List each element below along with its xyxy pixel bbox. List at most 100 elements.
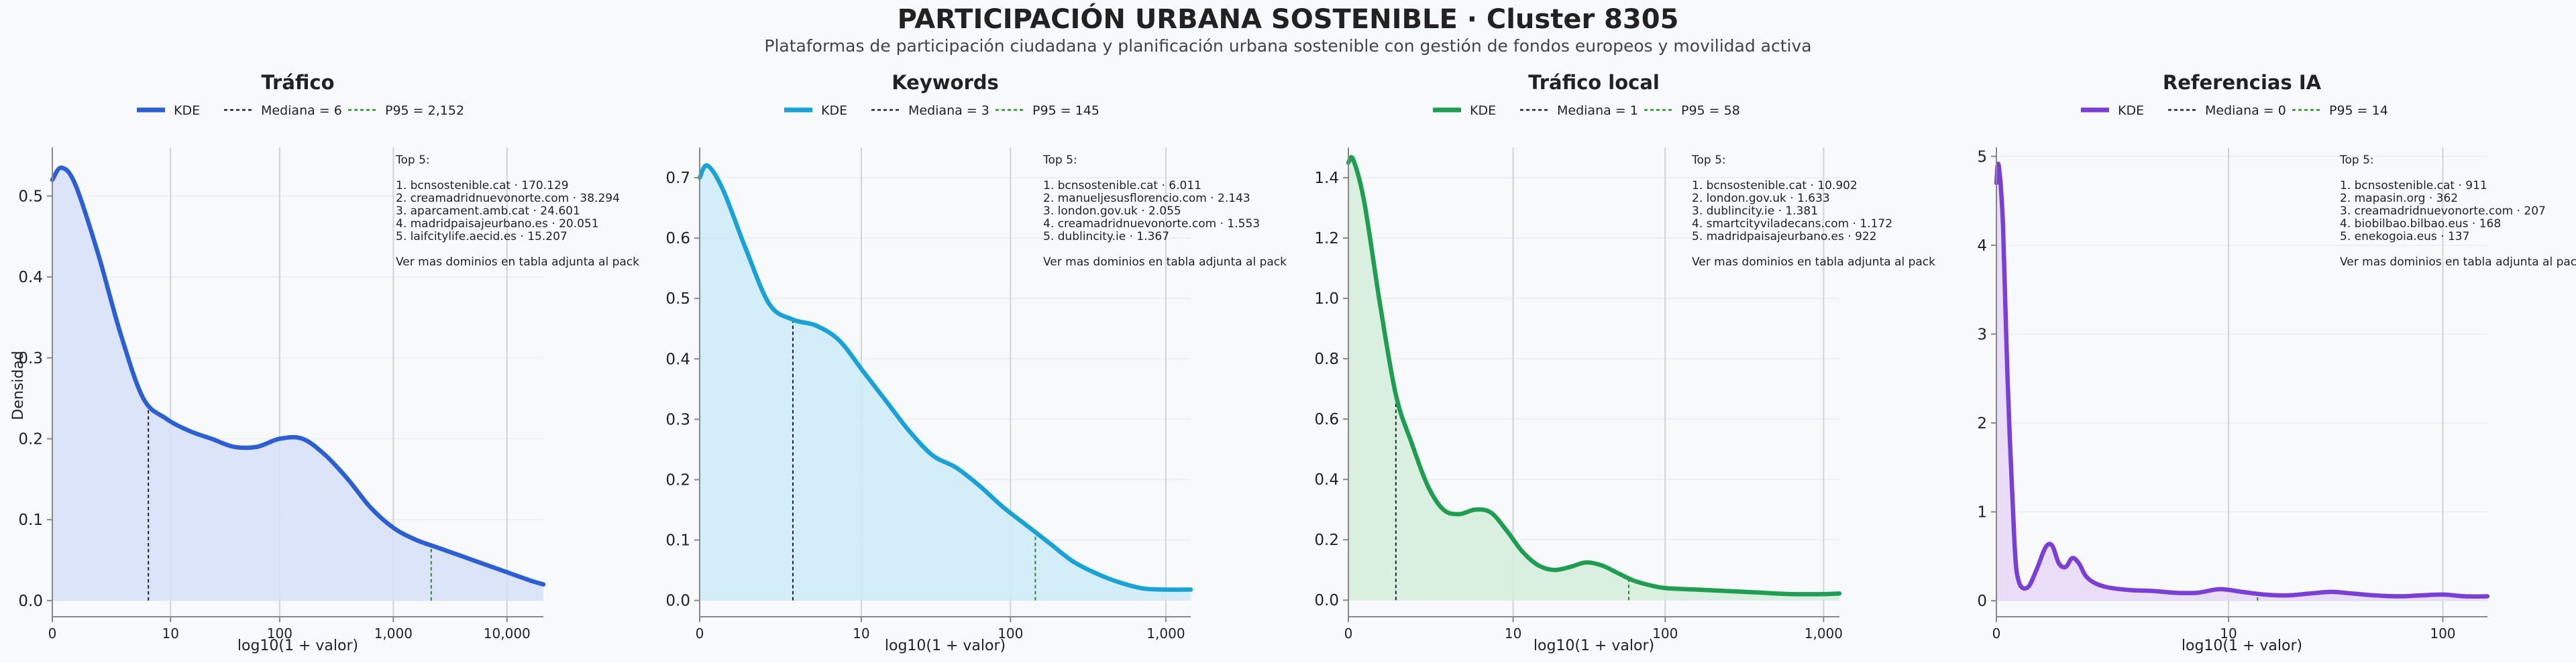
y-tick-label: 0.4 bbox=[665, 351, 690, 368]
panel-title: Tráfico bbox=[261, 71, 334, 94]
x-tick-label: 10 bbox=[162, 625, 178, 642]
x-tick-label: 100 bbox=[2430, 625, 2455, 642]
panel-title: Referencias IA bbox=[2163, 71, 2322, 94]
y-tick-label: 0.5 bbox=[665, 290, 690, 308]
legend-median-label: Mediana = 3 bbox=[908, 103, 989, 118]
x-tick-label: 10 bbox=[1505, 625, 1521, 642]
y-tick-label: 0.6 bbox=[1314, 411, 1339, 428]
kde-curve bbox=[1346, 155, 1842, 597]
top5-item: 2. mapasin.org · 362 bbox=[2340, 192, 2458, 205]
y-tick-label: 0.5 bbox=[18, 188, 43, 205]
y-tick-label: 0.0 bbox=[18, 593, 43, 610]
top5-item: 3. london.gov.uk · 2.055 bbox=[1043, 204, 1181, 218]
y-tick-label: 0.6 bbox=[665, 230, 690, 247]
top5-note: Ver mas dominios en tabla adjunta al pac… bbox=[1692, 255, 1935, 269]
x-tick-label: 0 bbox=[696, 625, 704, 642]
x-axis-label: log10(1 + valor) bbox=[885, 638, 1006, 654]
top5-item: 5. madridpaisajeurbano.es · 922 bbox=[1692, 230, 1877, 243]
x-tick-label: 0 bbox=[1992, 625, 2001, 642]
y-tick-label: 1.4 bbox=[1314, 170, 1339, 187]
top5-item: 5. dublincity.ie · 1.367 bbox=[1043, 230, 1169, 243]
figure-title: PARTICIPACIÓN URBANA SOSTENIBLE · Cluste… bbox=[897, 4, 1679, 35]
y-tick-label: 0 bbox=[1977, 593, 1987, 610]
kde-curve bbox=[697, 163, 1193, 592]
y-tick-label: 0.8 bbox=[1314, 351, 1339, 368]
legend-median-label: Mediana = 1 bbox=[1557, 103, 1638, 118]
legend-median-label: Mediana = 6 bbox=[261, 103, 342, 118]
figure-subtitle: Plataformas de participación ciudadana y… bbox=[764, 36, 1812, 56]
top5-item: 1. bcnsostenible.cat · 911 bbox=[2340, 179, 2487, 192]
x-axis-label: log10(1 + valor) bbox=[1534, 638, 1654, 654]
chart-panel-1: Tráfico KDE Mediana = 6 P95 = 2,152 0.0 0.1 0.… bbox=[10, 71, 639, 654]
top5-item: 1. bcnsostenible.cat · 6.011 bbox=[1043, 179, 1201, 192]
x-tick-label: 100 bbox=[998, 625, 1023, 642]
x-tick-label: 0 bbox=[1344, 625, 1353, 642]
top5-item: 3. dublincity.ie · 1.381 bbox=[1692, 204, 1818, 218]
x-tick-label: 100 bbox=[267, 625, 292, 642]
x-tick-label: 10 bbox=[853, 625, 869, 642]
legend-kde-label: KDE bbox=[1470, 103, 1496, 118]
panel-title: Keywords bbox=[892, 71, 999, 94]
x-axis-label: log10(1 + valor) bbox=[237, 638, 358, 654]
x-tick-label: 10,000 bbox=[484, 625, 531, 642]
kde-curve bbox=[50, 165, 546, 587]
top5-item: 5. enekogoia.eus · 137 bbox=[2340, 230, 2469, 243]
y-tick-label: 0.0 bbox=[665, 593, 690, 610]
top5-item: 4. madridpaisajeurbano.es · 20.051 bbox=[396, 217, 599, 231]
legend-kde-label: KDE bbox=[174, 103, 200, 118]
top5-title: Top 5: bbox=[395, 154, 430, 167]
top5-item: 4. biobilbao.bilbao.eus · 168 bbox=[2340, 217, 2501, 231]
y-tick-label: 3 bbox=[1977, 326, 1987, 343]
x-axis-label: log10(1 + valor) bbox=[2182, 638, 2302, 654]
x-tick-label: 1,000 bbox=[374, 625, 413, 642]
y-tick-label: 0.2 bbox=[18, 430, 43, 448]
top5-title: Top 5: bbox=[2339, 154, 2374, 167]
kde-area bbox=[700, 165, 1191, 601]
top5-title: Top 5: bbox=[1691, 154, 1726, 167]
top5-item: 5. laifcitylife.aecid.es · 15.207 bbox=[396, 230, 568, 243]
x-tick-label: 1,000 bbox=[1805, 625, 1843, 642]
panel-title: Tráfico local bbox=[1528, 71, 1660, 94]
legend-p95-label: P95 = 145 bbox=[1032, 103, 1099, 118]
top5-item: 3. creamadridnuevonorte.com · 207 bbox=[2340, 204, 2546, 218]
kde-area bbox=[1348, 157, 1839, 601]
x-tick-label: 100 bbox=[1652, 625, 1678, 642]
kde-area bbox=[52, 168, 543, 601]
y-tick-label: 5 bbox=[1977, 148, 1987, 166]
chart-panel-2: Keywords KDE Mediana = 3 P95 = 145 0.0 0.1 0.2… bbox=[665, 71, 1287, 654]
top5-item: 2. creamadridnuevonorte.com · 38.294 bbox=[396, 192, 620, 205]
chart-panel-3: Tráfico local KDE Mediana = 1 P95 = 58 0.0 0.… bbox=[1314, 71, 1935, 654]
top5-item: 1. bcnsostenible.cat · 10.902 bbox=[1692, 179, 1858, 192]
y-tick-label: 2 bbox=[1977, 415, 1987, 432]
y-tick-label: 0.4 bbox=[1314, 471, 1339, 489]
x-tick-label: 0 bbox=[48, 625, 57, 642]
x-tick-label: 1,000 bbox=[1146, 625, 1185, 642]
legend-kde-label: KDE bbox=[2118, 103, 2144, 118]
top5-title: Top 5: bbox=[1042, 154, 1077, 167]
y-tick-label: 0.7 bbox=[665, 170, 690, 187]
y-tick-label: 4 bbox=[1977, 237, 1987, 255]
legend-median-label: Mediana = 0 bbox=[2205, 103, 2286, 118]
y-tick-label: 0.0 bbox=[1314, 592, 1339, 609]
y-axis-label: Densidad bbox=[10, 351, 27, 420]
top5-note: Ver mas dominios en tabla adjunta al pac… bbox=[396, 255, 639, 269]
y-tick-label: 0.1 bbox=[18, 511, 43, 529]
top5-item: 2. manueljesusflorencio.com · 2.143 bbox=[1043, 192, 1250, 205]
chart-panel-4: Referencias IA KDE Mediana = 0 P95 = 14 0 1 2 3… bbox=[1977, 71, 2576, 654]
kde-area bbox=[1996, 164, 2487, 601]
kde-curve bbox=[1994, 162, 2490, 599]
y-tick-label: 0.4 bbox=[18, 269, 43, 286]
top5-item: 1. bcnsostenible.cat · 170.129 bbox=[396, 179, 569, 192]
top5-item: 4. smartcityviladecans.com · 1.172 bbox=[1692, 217, 1892, 231]
y-tick-label: 0.1 bbox=[665, 532, 690, 550]
top5-item: 3. aparcament.amb.cat · 24.601 bbox=[396, 204, 580, 218]
y-tick-label: 0.3 bbox=[18, 350, 43, 367]
y-tick-label: 1 bbox=[1977, 504, 1987, 522]
legend-p95-label: P95 = 14 bbox=[2329, 103, 2388, 118]
top5-note: Ver mas dominios en tabla adjunta al pac… bbox=[2340, 255, 2576, 269]
legend-kde-label: KDE bbox=[821, 103, 847, 118]
top5-item: 4. creamadridnuevonorte.com · 1.553 bbox=[1043, 217, 1260, 231]
x-tick-label: 10 bbox=[2220, 625, 2237, 642]
legend-p95-label: P95 = 58 bbox=[1681, 103, 1740, 118]
